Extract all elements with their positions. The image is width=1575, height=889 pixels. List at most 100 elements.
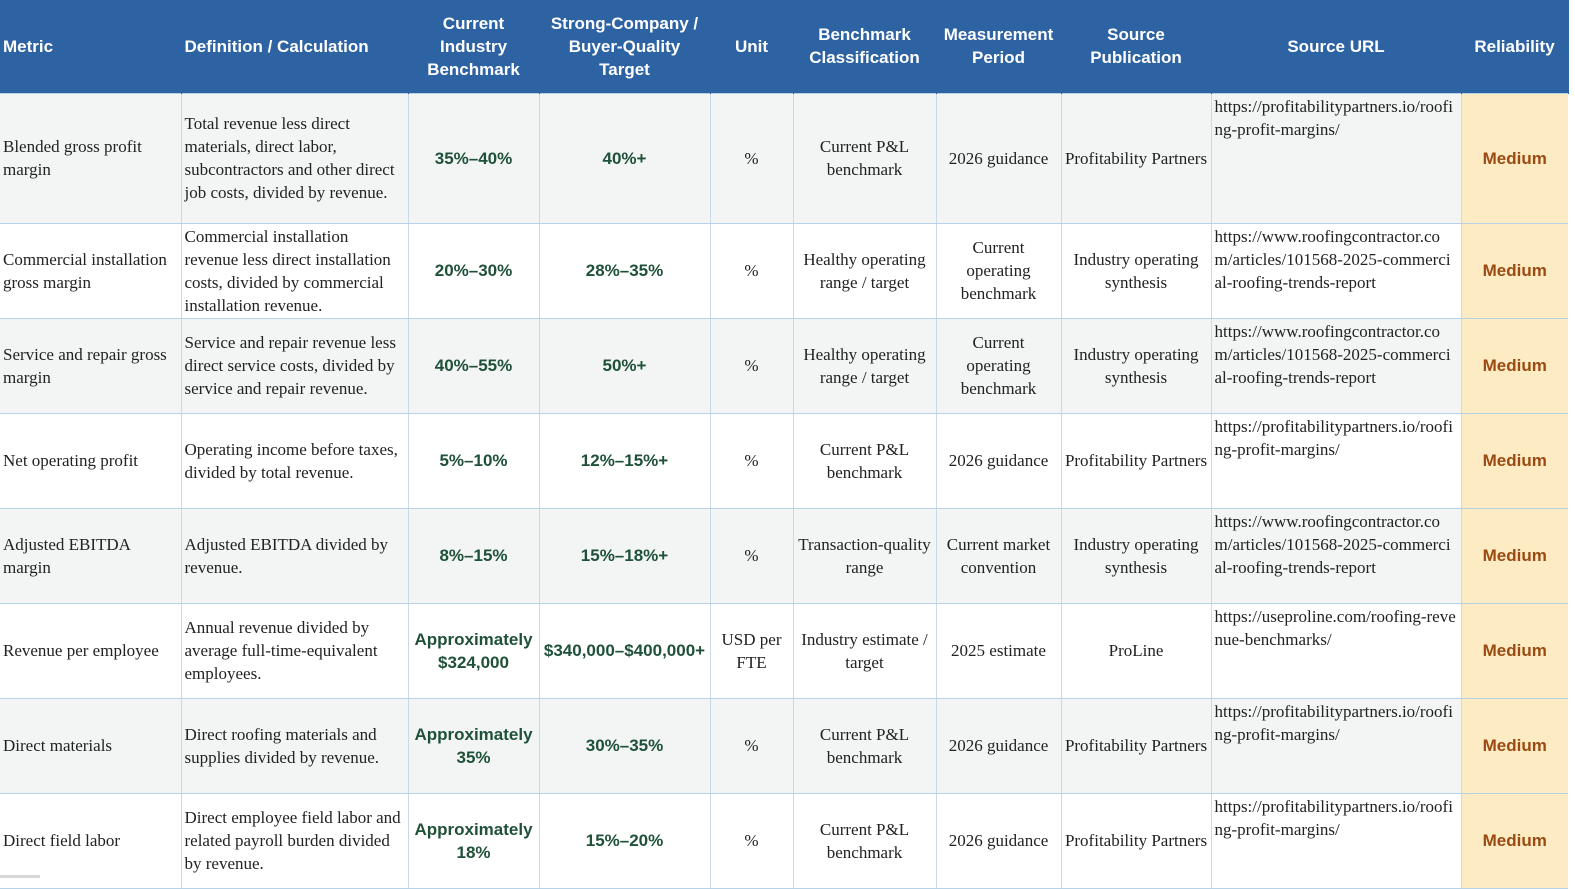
cell-definition: Total revenue less direct materials, dir… xyxy=(181,92,409,224)
cell-reliability: Medium xyxy=(1461,222,1568,319)
cell-source: Profitability Partners xyxy=(1061,792,1212,889)
cell-url[interactable]: https://www.roofingcontractor.com/articl… xyxy=(1211,222,1462,319)
cell-benchmark: 35%–40% xyxy=(408,92,540,224)
horizontal-scrollbar[interactable] xyxy=(0,875,40,878)
cell-target: $340,000–$400,000+ xyxy=(539,602,711,699)
cell-period: 2026 guidance xyxy=(936,697,1062,794)
header-row: Metric Definition / Calculation Current … xyxy=(0,0,1569,93)
header-unit[interactable]: Unit xyxy=(710,0,794,93)
cell-source: Profitability Partners xyxy=(1061,697,1212,794)
cell-target: 28%–35% xyxy=(539,222,711,319)
table-row: Commercial installation gross margin Comm… xyxy=(0,222,1568,319)
cell-benchmark: 8%–15% xyxy=(408,507,540,604)
cell-classification: Current P&L benchmark xyxy=(793,697,937,794)
table-row: Direct materials Direct roofing materials… xyxy=(0,697,1568,794)
cell-period: Current operating benchmark xyxy=(936,317,1062,414)
cell-benchmark: Approximately 35% xyxy=(408,697,540,794)
cell-target: 12%–15%+ xyxy=(539,412,711,509)
cell-classification: Current P&L benchmark xyxy=(793,792,937,889)
cell-unit: % xyxy=(710,697,794,794)
cell-classification: Transaction-quality range xyxy=(793,507,937,604)
cell-unit: USD per FTE xyxy=(710,602,794,699)
cell-unit: % xyxy=(710,92,794,224)
cell-classification: Healthy operating range / target xyxy=(793,222,937,319)
cell-unit: % xyxy=(710,412,794,509)
cell-benchmark: 40%–55% xyxy=(408,317,540,414)
cell-target: 40%+ xyxy=(539,92,711,224)
cell-reliability: Medium xyxy=(1461,317,1568,414)
header-classification[interactable]: Benchmark Classification xyxy=(793,0,937,93)
header-source[interactable]: Source Publication xyxy=(1061,0,1212,93)
header-period[interactable]: Measurement Period xyxy=(936,0,1062,93)
table-row: Blended gross profit margin Total revenue… xyxy=(0,92,1568,224)
cell-classification: Current P&L benchmark xyxy=(793,412,937,509)
cell-unit: % xyxy=(710,792,794,889)
cell-reliability: Medium xyxy=(1461,92,1568,224)
cell-benchmark: 5%–10% xyxy=(408,412,540,509)
cell-target: 15%–20% xyxy=(539,792,711,889)
cell-source: Profitability Partners xyxy=(1061,92,1212,224)
cell-classification: Industry estimate / target xyxy=(793,602,937,699)
cell-url[interactable]: https://profitabilitypartners.io/roofing… xyxy=(1211,412,1462,509)
cell-source: Profitability Partners xyxy=(1061,412,1212,509)
cell-unit: % xyxy=(710,507,794,604)
cell-classification: Healthy operating range / target xyxy=(793,317,937,414)
cell-metric: Revenue per employee xyxy=(0,602,182,699)
table-row: Net operating profit Operating income bef… xyxy=(0,412,1568,509)
cell-metric: Commercial installation gross margin xyxy=(0,222,182,319)
cell-benchmark: Approximately 18% xyxy=(408,792,540,889)
cell-source: ProLine xyxy=(1061,602,1212,699)
header-reliability[interactable]: Reliability xyxy=(1461,0,1569,93)
table-body: Blended gross profit margin Total revenue… xyxy=(0,92,1568,889)
cell-period: 2026 guidance xyxy=(936,92,1062,224)
cell-url[interactable]: https://www.roofingcontractor.com/articl… xyxy=(1211,507,1462,604)
cell-metric: Net operating profit xyxy=(0,412,182,509)
cell-period: Current market convention xyxy=(936,507,1062,604)
cell-metric: Blended gross profit margin xyxy=(0,92,182,224)
cell-unit: % xyxy=(710,317,794,414)
cell-period: Current operating benchmark xyxy=(936,222,1062,319)
cell-url[interactable]: https://profitabilitypartners.io/roofing… xyxy=(1211,697,1462,794)
cell-source: Industry operating synthesis xyxy=(1061,222,1212,319)
cell-metric: Adjusted EBITDA margin xyxy=(0,507,182,604)
cell-url[interactable]: https://profitabilitypartners.io/roofing… xyxy=(1211,792,1462,889)
cell-target: 30%–35% xyxy=(539,697,711,794)
cell-reliability: Medium xyxy=(1461,507,1568,604)
cell-definition: Annual revenue divided by average full-t… xyxy=(181,602,409,699)
cell-url[interactable]: https://profitabilitypartners.io/roofing… xyxy=(1211,92,1462,224)
table-row: Direct field labor Direct employee field … xyxy=(0,792,1568,889)
cell-source: Industry operating synthesis xyxy=(1061,317,1212,414)
cell-definition: Commercial installation revenue less dir… xyxy=(181,222,409,319)
cell-target: 50%+ xyxy=(539,317,711,414)
cell-reliability: Medium xyxy=(1461,792,1568,889)
cell-unit: % xyxy=(710,222,794,319)
cell-period: 2026 guidance xyxy=(936,412,1062,509)
cell-period: 2026 guidance xyxy=(936,792,1062,889)
cell-definition: Direct roofing materials and supplies di… xyxy=(181,697,409,794)
cell-metric: Service and repair gross margin xyxy=(0,317,182,414)
cell-definition: Adjusted EBITDA divided by revenue. xyxy=(181,507,409,604)
table-row: Revenue per employee Annual revenue divid… xyxy=(0,602,1568,699)
cell-reliability: Medium xyxy=(1461,412,1568,509)
cell-classification: Current P&L benchmark xyxy=(793,92,937,224)
cell-source: Industry operating synthesis xyxy=(1061,507,1212,604)
cell-benchmark: 20%–30% xyxy=(408,222,540,319)
cell-metric: Direct field labor xyxy=(0,792,182,889)
cell-url[interactable]: https://useproline.com/roofing-revenue-b… xyxy=(1211,602,1462,699)
cell-metric: Direct materials xyxy=(0,697,182,794)
cell-definition: Operating income before taxes, divided b… xyxy=(181,412,409,509)
cell-url[interactable]: https://www.roofingcontractor.com/articl… xyxy=(1211,317,1462,414)
cell-target: 15%–18%+ xyxy=(539,507,711,604)
cell-reliability: Medium xyxy=(1461,697,1568,794)
cell-definition: Direct employee field labor and related … xyxy=(181,792,409,889)
header-metric[interactable]: Metric xyxy=(0,0,182,93)
table-row: Service and repair gross margin Service a… xyxy=(0,317,1568,414)
header-target[interactable]: Strong-Company / Buyer-Quality Target xyxy=(539,0,711,93)
header-url[interactable]: Source URL xyxy=(1211,0,1462,93)
cell-reliability: Medium xyxy=(1461,602,1568,699)
cell-benchmark: Approximately $324,000 xyxy=(408,602,540,699)
header-benchmark[interactable]: Current Industry Benchmark xyxy=(408,0,540,93)
cell-definition: Service and repair revenue less direct s… xyxy=(181,317,409,414)
header-definition[interactable]: Definition / Calculation xyxy=(181,0,409,93)
